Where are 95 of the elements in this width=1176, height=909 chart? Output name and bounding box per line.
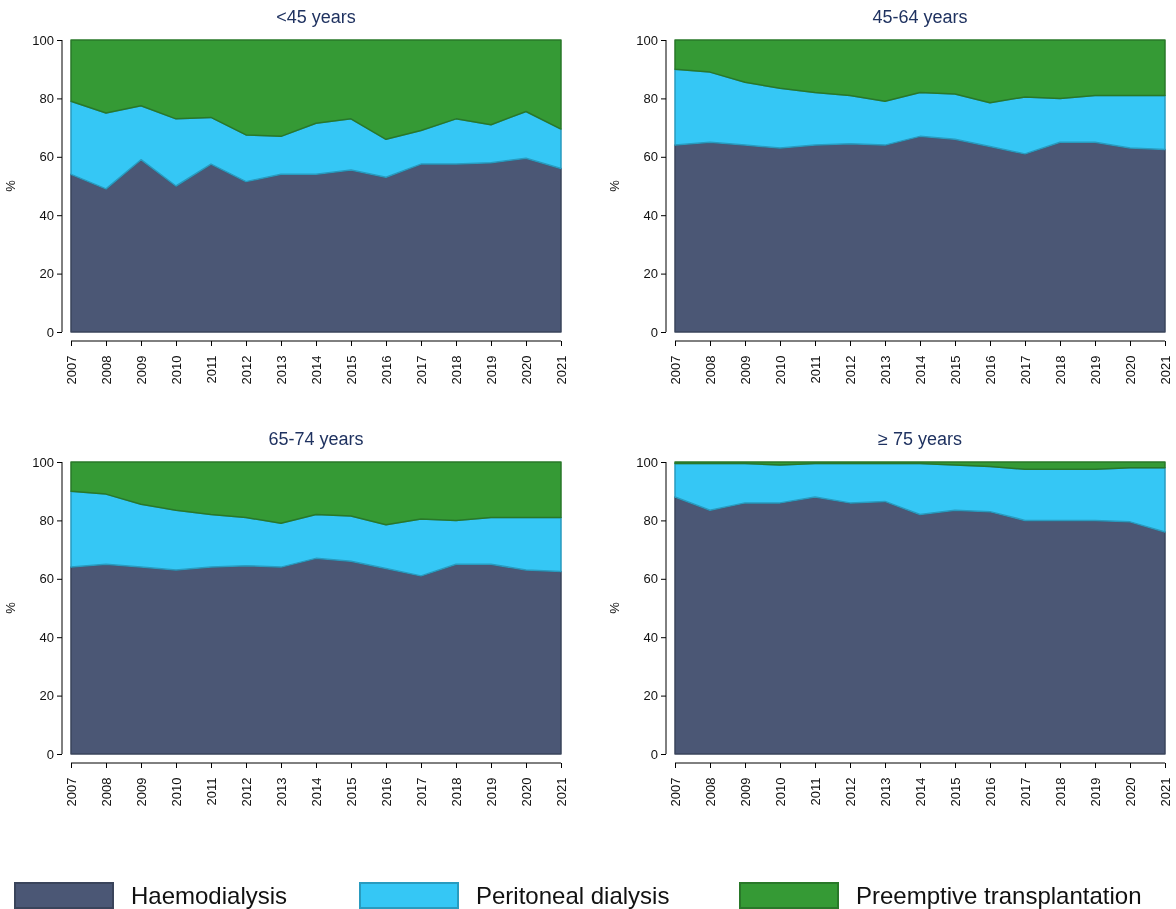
y-axis-title: % — [3, 179, 18, 192]
y-tick-label: 0 — [46, 746, 54, 762]
x-tick-label: 2012 — [842, 355, 858, 385]
x-tick-label: 2018 — [1052, 777, 1068, 807]
y-axis-title: % — [3, 601, 18, 614]
y-tick-label: 40 — [39, 629, 54, 645]
x-tick-label: 2009 — [133, 355, 149, 385]
x-tick-label: 2015 — [947, 777, 963, 807]
x-tick-label: 2014 — [308, 777, 324, 807]
x-tick-label: 2013 — [877, 777, 893, 807]
y-tick-label: 100 — [32, 32, 54, 48]
y-tick-label: 40 — [643, 207, 658, 223]
x-tick-label: 2013 — [273, 355, 289, 385]
y-tick-label: 20 — [39, 688, 54, 704]
x-tick-label: 2011 — [807, 777, 823, 806]
y-tick-label: 40 — [643, 629, 658, 645]
x-tick-label: 2012 — [238, 355, 254, 385]
y-tick-label: 80 — [39, 513, 54, 529]
legend-label: Preemptive transplantation — [856, 882, 1142, 909]
x-tick-label: 2009 — [737, 355, 753, 385]
x-tick-label: 2011 — [203, 355, 219, 384]
y-tick-label: 100 — [32, 454, 54, 470]
y-axis-title: % — [607, 179, 622, 192]
x-tick-label: 2008 — [98, 355, 114, 385]
y-tick-label: 60 — [643, 571, 658, 587]
y-tick-label: 40 — [39, 207, 54, 223]
x-tick-label: 2009 — [737, 777, 753, 807]
y-tick-label: 100 — [636, 32, 658, 48]
x-tick-label: 2008 — [702, 355, 718, 385]
x-tick-label: 2020 — [1122, 777, 1138, 807]
y-tick-label: 20 — [39, 266, 54, 282]
x-tick-label: 2019 — [483, 355, 499, 385]
chart-title: 45-64 years — [872, 7, 968, 27]
x-tick-label: 2021 — [553, 355, 569, 385]
y-tick-label: 80 — [39, 91, 54, 107]
x-tick-label: 2011 — [203, 777, 219, 806]
x-tick-label: 2019 — [1087, 355, 1103, 385]
x-tick-label: 2007 — [63, 777, 79, 807]
x-tick-label: 2018 — [448, 777, 464, 807]
y-tick-label: 80 — [643, 513, 658, 529]
y-tick-label: 20 — [643, 688, 658, 704]
x-tick-label: 2017 — [1017, 777, 1033, 807]
legend-label: Haemodialysis — [131, 882, 288, 909]
x-tick-label: 2016 — [378, 355, 394, 385]
x-tick-label: 2014 — [912, 355, 928, 385]
x-tick-label: 2015 — [343, 355, 359, 385]
x-tick-label: 2008 — [98, 777, 114, 807]
x-tick-label: 2008 — [702, 777, 718, 807]
x-tick-label: 2015 — [947, 355, 963, 385]
y-tick-label: 100 — [636, 454, 658, 470]
x-tick-label: 2018 — [1052, 355, 1068, 385]
y-tick-label: 60 — [643, 149, 658, 165]
y-tick-label: 20 — [643, 266, 658, 282]
y-tick-label: 60 — [39, 571, 54, 587]
y-tick-label: 0 — [650, 746, 658, 762]
x-tick-label: 2010 — [772, 777, 788, 807]
x-tick-label: 2021 — [1157, 355, 1173, 385]
x-tick-label: 2012 — [238, 777, 254, 807]
x-tick-label: 2007 — [667, 355, 683, 385]
x-tick-label: 2013 — [877, 355, 893, 385]
x-tick-label: 2014 — [912, 777, 928, 807]
y-tick-label: 0 — [46, 324, 54, 340]
x-tick-label: 2010 — [772, 355, 788, 385]
y-tick-label: 60 — [39, 149, 54, 165]
x-tick-label: 2018 — [448, 355, 464, 385]
x-tick-label: 2007 — [63, 355, 79, 385]
y-tick-label: 80 — [643, 91, 658, 107]
y-tick-label: 0 — [650, 324, 658, 340]
x-tick-label: 2020 — [518, 777, 534, 807]
x-tick-label: 2019 — [483, 777, 499, 807]
x-tick-label: 2017 — [413, 355, 429, 385]
x-tick-label: 2014 — [308, 355, 324, 385]
x-tick-label: 2010 — [168, 355, 184, 385]
x-tick-label: 2017 — [413, 777, 429, 807]
x-tick-label: 2017 — [1017, 355, 1033, 385]
x-tick-label: 2016 — [982, 355, 998, 385]
x-tick-label: 2020 — [1122, 355, 1138, 385]
y-axis-title: % — [607, 601, 622, 614]
x-tick-label: 2016 — [982, 777, 998, 807]
chart-title: ≥ 75 years — [878, 429, 962, 449]
x-tick-label: 2019 — [1087, 777, 1103, 807]
x-tick-label: 2016 — [378, 777, 394, 807]
x-tick-label: 2020 — [518, 355, 534, 385]
legend-label: Peritoneal dialysis — [476, 882, 670, 909]
x-tick-label: 2010 — [168, 777, 184, 807]
x-tick-label: 2012 — [842, 777, 858, 807]
x-tick-label: 2007 — [667, 777, 683, 807]
x-tick-label: 2011 — [807, 355, 823, 384]
chart-title: <45 years — [276, 7, 356, 27]
x-tick-label: 2021 — [1157, 777, 1173, 807]
x-tick-label: 2015 — [343, 777, 359, 807]
x-tick-label: 2009 — [133, 777, 149, 807]
x-tick-label: 2021 — [553, 777, 569, 807]
chart-title: 65-74 years — [268, 429, 364, 449]
x-tick-label: 2013 — [273, 777, 289, 807]
